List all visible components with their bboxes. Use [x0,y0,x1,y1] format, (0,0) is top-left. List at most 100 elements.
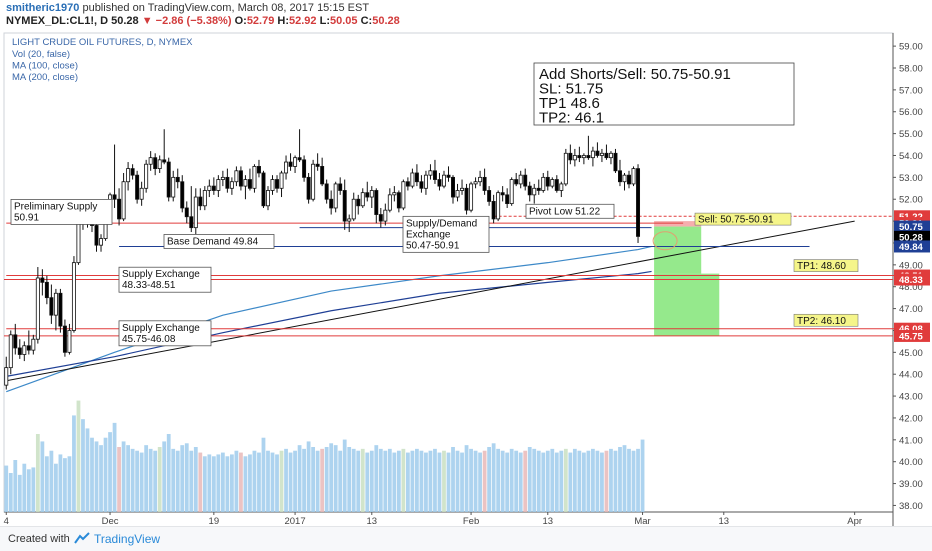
volume-bar [216,454,221,512]
price-chart[interactable]: 38.00 39.00 40.00 41.00 42.00 43.00 44.00 45.00… [0,0,932,526]
tp1-note-text: TP1: 48.60 [797,261,846,272]
volume-bar [103,437,108,512]
volume-bar [550,448,555,512]
y-tick-label: 45.00 [899,348,923,359]
y-tick-label: 58.00 [899,63,923,74]
volume-bar [338,450,343,512]
candle-body [270,179,275,191]
volume-bar [559,450,564,512]
candle-body [627,174,631,185]
y-tick-label: 49.00 [899,260,923,271]
volume-bar [586,450,591,512]
y-tick-label: 59.00 [899,42,923,53]
candle-body [478,176,483,183]
volume-bar [211,456,216,512]
volume-bar [514,450,519,512]
candle-body [496,192,501,220]
volume-bar [378,448,383,512]
candle-body [608,152,613,159]
tradingview-brand[interactable]: TradingView [94,532,161,546]
volume-bar [180,445,185,512]
y-tick-label: 44.00 [899,370,923,381]
candle-body [126,168,131,183]
volume-bar [126,445,130,512]
price-tag-label: 45.75 [899,331,923,342]
volume-bar [297,445,302,512]
created-with-text: Created with [8,533,70,545]
y-tick-label: 43.00 [899,392,923,403]
trade-plan-line: TP2: 46.1 [539,110,604,127]
y-tick-label: 47.00 [899,304,923,315]
candle-body [374,190,379,215]
candle-body [451,176,455,198]
volume-bar [496,448,501,512]
candle-body [455,190,460,198]
candle-body [193,196,198,229]
candle-body [261,172,266,207]
candle-body [622,174,627,183]
close-value: 50.28 [372,15,400,27]
volume-bar [239,452,243,512]
candle-body [157,159,162,170]
volume-bar [324,447,329,512]
volume-bar [207,454,212,512]
volume-bar [99,445,103,512]
volume-bar [81,419,85,512]
candle-body [505,194,510,205]
low-value: 50.05 [330,15,358,27]
volume-bar [306,441,311,512]
y-tick-label: 57.00 [899,85,923,96]
volume-bar [505,452,510,512]
candle-body [428,170,433,176]
volume-bar [424,452,428,512]
volume-bar [225,456,230,512]
stop-loss-zone [654,221,702,227]
supply-exchange-1-label-text: 48.33-48.51 [122,280,176,291]
volume-bar [473,450,478,512]
volume-bar [243,456,248,512]
candle-body [586,155,591,159]
volume-bar [54,463,58,512]
volume-bar [153,450,158,512]
volume-bar [72,415,76,512]
candle-body [171,176,176,198]
volume-bar [631,450,636,512]
candle-body [482,176,487,191]
candle-body [53,292,58,316]
preliminary-supply-label-text: Preliminary Supply [14,201,97,212]
candle-body [577,155,582,159]
candle-body [581,155,586,159]
volume-bar [40,441,45,512]
volume-bar [302,448,306,512]
volume-bar [572,448,577,512]
indicator-label: MA (100, close) [12,61,78,72]
author-link[interactable]: smitheric1970 [6,2,80,14]
candle-body [225,176,230,189]
candle-body [49,297,54,316]
candle-body [563,152,568,185]
sell-note-box [694,212,792,226]
candle-body [229,181,234,189]
candle-body [401,181,406,209]
pivot-low-label-text: Pivot Low 51.22 [529,206,601,217]
supply-exchange-2-label-text: 45.75-46.08 [122,334,176,345]
volume-bar [428,450,433,512]
volume-bar [252,450,257,512]
tp2-zone [654,273,720,336]
candle-body [284,161,289,174]
candle-body [184,207,189,218]
candle-body [117,198,122,220]
price-tag-box [894,273,930,286]
volume-bar [279,450,284,512]
candle-body [148,157,153,165]
candle-body [473,181,478,185]
y-tick-label: 48.00 [899,282,923,293]
volume-bar [451,447,455,512]
candle-body [338,183,343,191]
volume-bar [622,445,627,512]
volume-bar [487,447,492,512]
candle-body [238,170,243,187]
volume-bar [437,452,442,512]
candle-body [414,172,419,183]
high-label: H: [277,15,290,27]
